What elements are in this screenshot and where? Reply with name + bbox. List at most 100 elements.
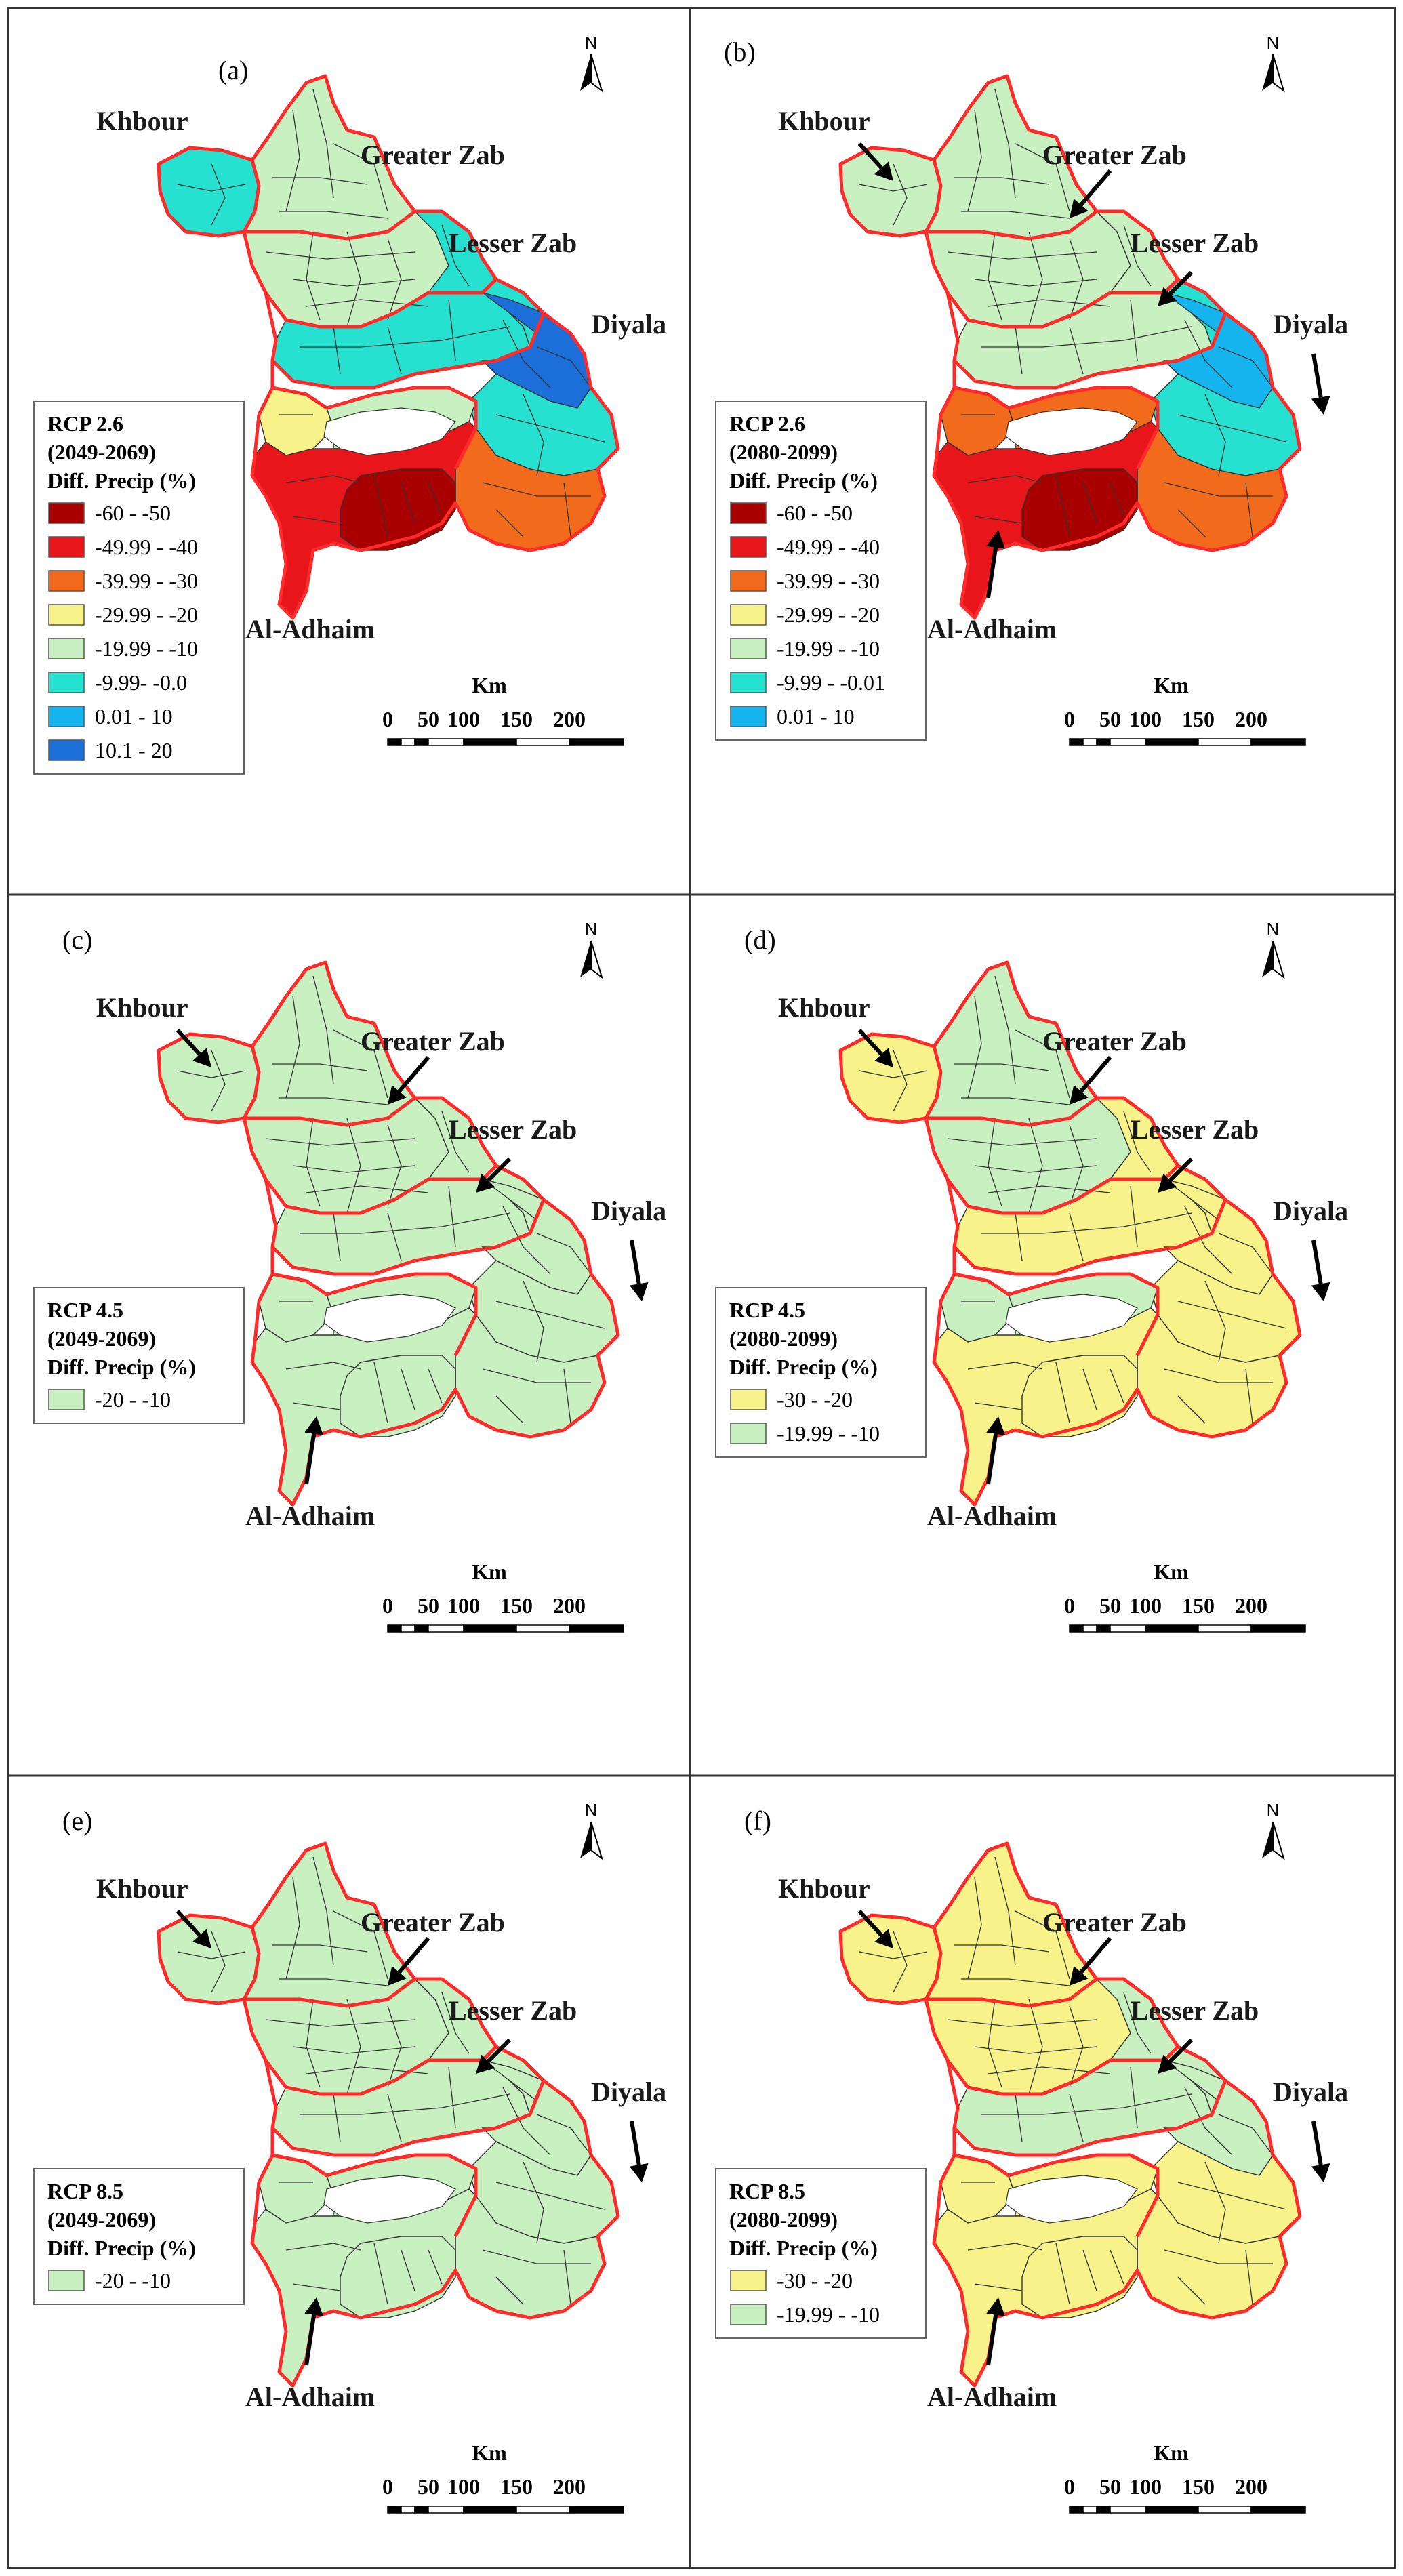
north-label: N	[1267, 919, 1280, 939]
subbasin-line	[272, 1063, 368, 1071]
subbasin-line	[1177, 1395, 1206, 1424]
basin-boundary	[244, 1978, 416, 2008]
legend-label: -19.99 - -10	[95, 636, 198, 661]
legend-label: -20 - -10	[95, 2268, 171, 2293]
subbasin-line	[1069, 1124, 1084, 1207]
lake-area	[323, 407, 456, 456]
north-arrow-left	[1262, 941, 1273, 977]
subbasin-line	[306, 2066, 429, 2074]
subbasin-line	[947, 1138, 1097, 1146]
subbasin-line	[1177, 1301, 1287, 1329]
subbasin-line	[482, 482, 591, 497]
subbasin-line	[441, 224, 470, 287]
legend-swatch	[48, 706, 85, 727]
subbasin-line	[285, 2243, 361, 2251]
legend-label: -19.99 - -10	[777, 2302, 880, 2327]
subbasin-line	[312, 975, 334, 1085]
basin-label-al-adhaim: Al-Adhaim	[927, 1500, 1057, 1531]
subbasin-line	[211, 163, 226, 226]
subbasin-line	[1164, 2249, 1273, 2264]
scale-segment	[463, 1624, 517, 1633]
basin-boundary	[264, 278, 497, 329]
subbasin-line	[947, 2019, 1097, 2027]
basin-label-al-adhaim: Al-Adhaim	[245, 614, 375, 645]
scale-unit: Km	[1154, 2440, 1189, 2465]
arrow-head-icon	[192, 1929, 211, 1948]
basin-label-al-adhaim: Al-Adhaim	[245, 2381, 375, 2412]
subbasin-line	[1055, 2243, 1070, 2305]
scale-unit: Km	[472, 673, 507, 697]
legend-scenario: RCP 2.6	[729, 411, 805, 436]
subbasin-line	[211, 1050, 226, 1112]
lake-area	[1005, 1294, 1138, 1343]
north-arrow-left	[580, 941, 591, 977]
subbasin-line	[177, 1951, 246, 1959]
subbasin-line	[859, 1951, 928, 1959]
pointer-arrow-line	[397, 1937, 430, 1974]
scale-segment	[516, 1624, 570, 1633]
subbasin-line	[1164, 482, 1273, 497]
scale-segment	[401, 2506, 415, 2514]
basin-map	[157, 74, 620, 620]
legend-swatch	[48, 536, 85, 558]
subbasin-line	[967, 2243, 1043, 2251]
basin-boundary	[954, 386, 1160, 470]
subbasin-line	[1245, 2249, 1253, 2305]
subbasin-line	[1218, 1233, 1274, 1275]
legend-label: -49.99 - -40	[95, 535, 198, 559]
legend-label: -60 - -50	[777, 501, 853, 525]
basin-boundary	[953, 1199, 1227, 1276]
scale-tick-label: 200	[1235, 2474, 1267, 2499]
subbasin-line	[859, 1070, 928, 1078]
arrow-head-icon	[1158, 287, 1177, 306]
subbasin-line	[967, 1877, 982, 1980]
subbasin-line	[1082, 1368, 1097, 1410]
legend: RCP 2.6 (2080-2099) Diff. Precip (%) -60 - …	[715, 401, 927, 741]
north-arrow-right	[590, 940, 603, 979]
subbasin-line	[401, 1368, 415, 1410]
north-label: N	[1267, 33, 1280, 53]
basin-boundary	[271, 2080, 546, 2157]
subbasin-line	[1123, 1992, 1152, 2054]
subbasin-line	[441, 1111, 470, 1173]
basin-boundary	[926, 210, 1098, 241]
subbasin-line	[988, 299, 1111, 307]
subbasin-line	[1204, 394, 1226, 476]
arrow-head-icon	[986, 2297, 1005, 2316]
scale-segment	[1198, 1624, 1252, 1633]
scale-tick-label: 150	[500, 707, 533, 731]
subbasin-line	[292, 2283, 341, 2291]
subbasin-line	[448, 1185, 456, 1248]
scale-segment	[414, 2506, 429, 2514]
north-arrow-icon: N	[1262, 919, 1285, 979]
subbasin-line	[859, 184, 928, 192]
legend-label: -30 - -20	[777, 1387, 853, 1412]
basin-boundary	[272, 2153, 478, 2238]
scale-segment	[1198, 2506, 1252, 2514]
subbasin-line	[428, 1368, 443, 1404]
north-arrow-right	[1272, 54, 1285, 93]
arrow-head-icon	[629, 2163, 649, 2182]
legend-label: 10.1 - 20	[95, 738, 173, 762]
scale-segment	[569, 738, 624, 746]
pointer-arrow-line	[1168, 2038, 1194, 2063]
pointer-arrow-line	[630, 1240, 641, 1284]
pointer-arrows	[857, 1909, 1330, 2366]
basin-boundary	[946, 278, 1179, 329]
subbasin-line	[1069, 1212, 1084, 1261]
scale-segment	[1198, 738, 1252, 746]
panel-letter: (c)	[62, 924, 92, 955]
scale-tick-label: 50	[1099, 2474, 1121, 2499]
legend-swatch	[48, 502, 85, 524]
pointer-arrows	[176, 1909, 649, 2366]
legend-swatch	[730, 536, 767, 558]
legend-label: 0.01 - 10	[777, 704, 855, 729]
legend-period: (2080-2099)	[729, 2207, 838, 2232]
subbasin-line	[177, 184, 246, 192]
legend-scenario: RCP 4.5	[729, 1298, 805, 1322]
subbasin-line	[988, 1185, 1111, 1193]
arrow-head-icon	[388, 1085, 407, 1105]
basin-label-khbour: Khbour	[96, 992, 188, 1023]
basin-boundary	[244, 210, 416, 241]
